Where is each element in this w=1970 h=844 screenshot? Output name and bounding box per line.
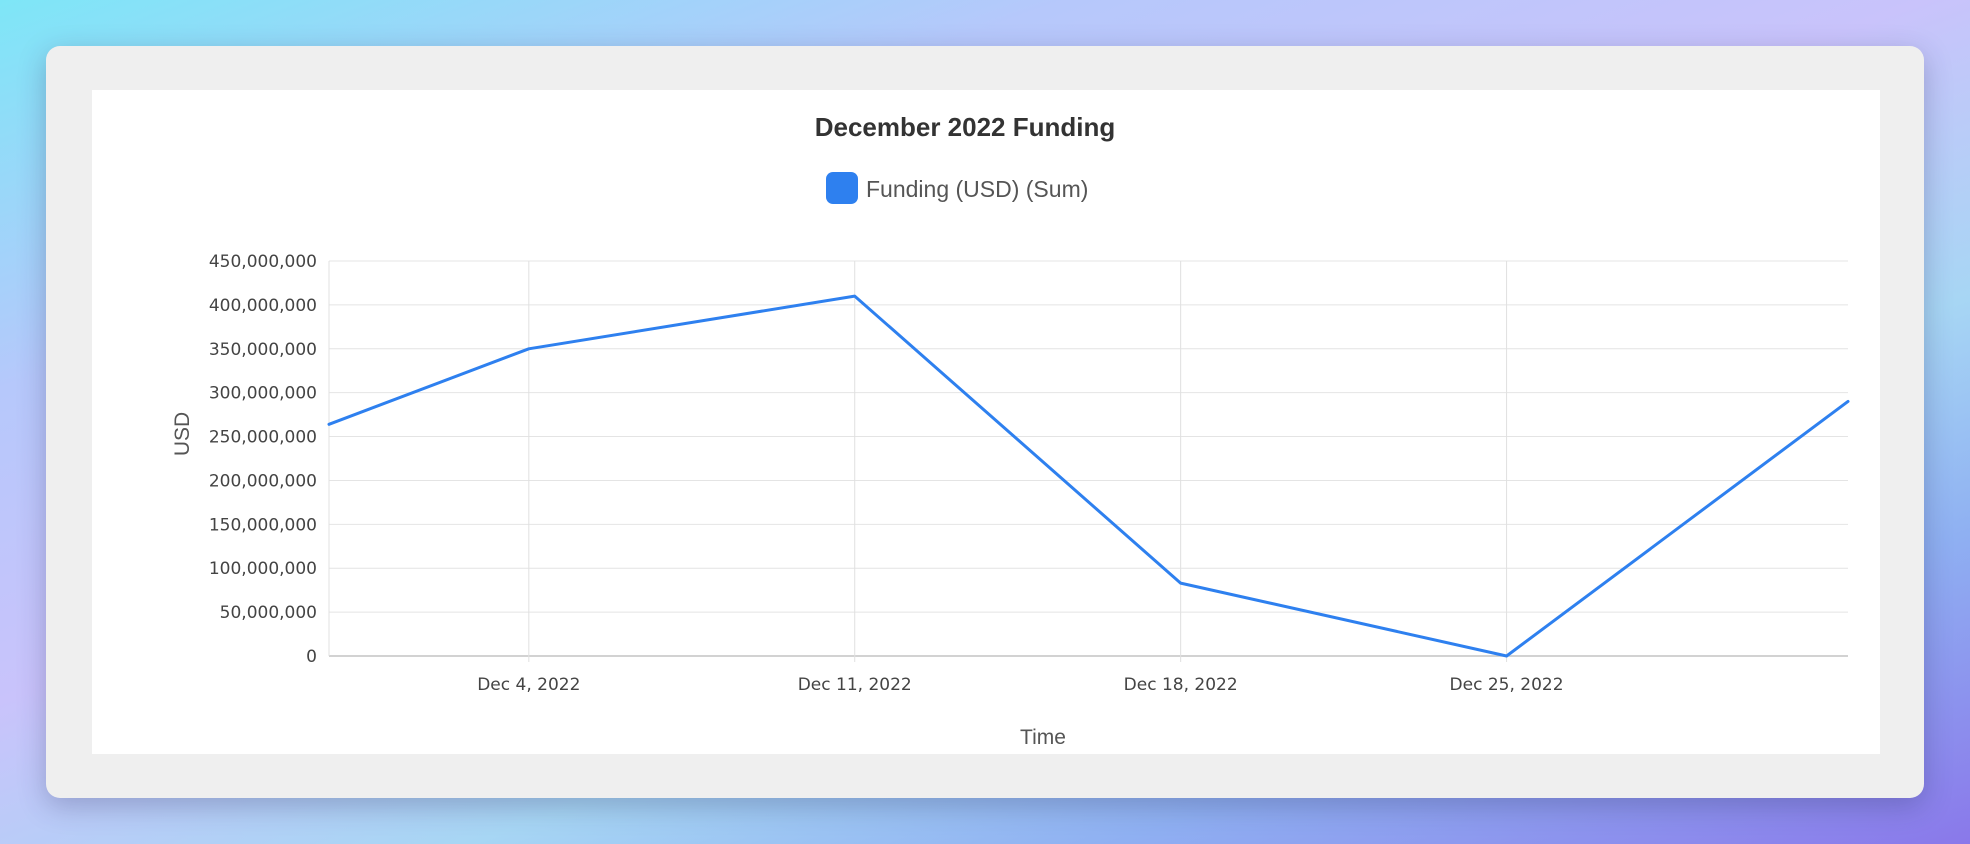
y-tick-label: 400,000,000 bbox=[209, 296, 317, 316]
y-axis-ticks: 0 50,000,000 100,000,000 150,000,000 200,000… bbox=[209, 252, 317, 667]
data-point[interactable] bbox=[323, 418, 335, 430]
series-line-funding bbox=[327, 294, 1850, 658]
data-point[interactable] bbox=[1842, 395, 1854, 407]
x-axis-ticks: Dec 4, 2022 Dec 11, 2022 Dec 18, 2022 Dec 2… bbox=[477, 675, 1563, 695]
y-tick-label: 350,000,000 bbox=[209, 340, 317, 360]
y-tick-label: 100,000,000 bbox=[209, 559, 317, 579]
legend-label: Funding (USD) (Sum) bbox=[866, 176, 1088, 202]
y-tick-label: 300,000,000 bbox=[209, 384, 317, 404]
x-tick-label: Dec 11, 2022 bbox=[798, 675, 912, 695]
line-chart: December 2022 Funding Funding (USD) (Sum… bbox=[171, 112, 1854, 749]
y-tick-label: 150,000,000 bbox=[209, 515, 317, 535]
y-tick-label: 50,000,000 bbox=[220, 603, 317, 623]
data-point[interactable] bbox=[1175, 577, 1187, 589]
y-tick-label: 450,000,000 bbox=[209, 252, 317, 272]
legend-swatch bbox=[826, 172, 858, 204]
data-point[interactable] bbox=[849, 290, 861, 302]
series-layer bbox=[323, 290, 1854, 662]
x-tick-label: Dec 25, 2022 bbox=[1450, 675, 1564, 695]
legend[interactable]: Funding (USD) (Sum) bbox=[826, 172, 1088, 204]
y-tick-label: 250,000,000 bbox=[209, 428, 317, 448]
y-tick-label: 200,000,000 bbox=[209, 471, 317, 491]
y-axis-title: USD bbox=[171, 412, 194, 456]
chart-title: December 2022 Funding bbox=[815, 112, 1116, 142]
chart-panel: December 2022 Funding Funding (USD) (Sum… bbox=[92, 90, 1880, 754]
data-point[interactable] bbox=[1501, 650, 1513, 662]
y-tick-label: 0 bbox=[306, 647, 317, 667]
gridlines bbox=[328, 260, 1848, 662]
x-axis-title: Time bbox=[1020, 726, 1066, 749]
x-tick-label: Dec 4, 2022 bbox=[477, 675, 580, 695]
app-window: December 2022 Funding Funding (USD) (Sum… bbox=[46, 46, 1924, 798]
data-point[interactable] bbox=[523, 343, 535, 355]
x-tick-label: Dec 18, 2022 bbox=[1124, 675, 1238, 695]
